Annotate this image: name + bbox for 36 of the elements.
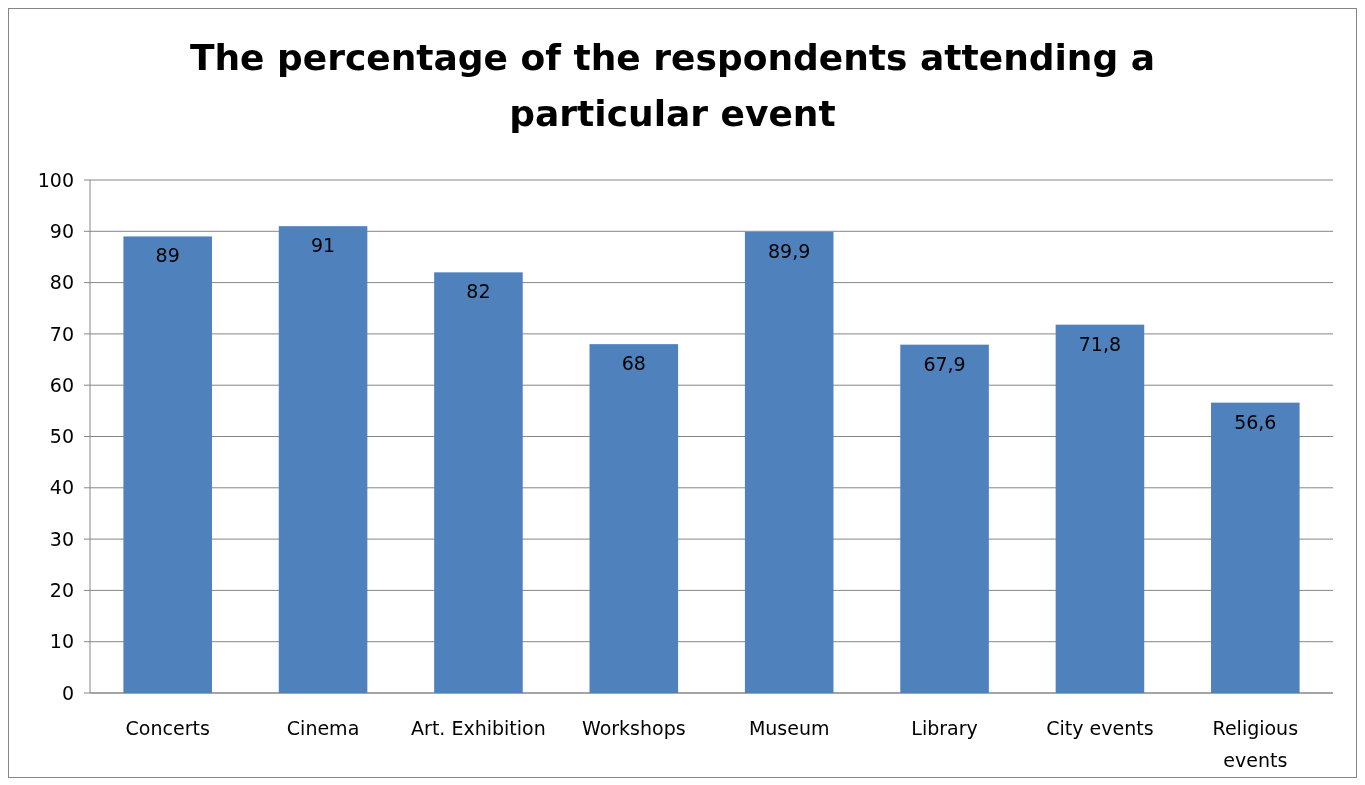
x-tick-label: Cinema xyxy=(286,717,360,739)
y-tick-label: 30 xyxy=(49,527,74,550)
y-tick-label: 60 xyxy=(49,373,74,396)
bar xyxy=(123,236,212,693)
y-tick-label: 0 xyxy=(61,681,74,704)
data-label: 67,9 xyxy=(923,352,966,375)
bar xyxy=(900,344,989,693)
y-tick-label: 20 xyxy=(49,579,74,602)
y-tick-label: 80 xyxy=(49,271,74,294)
y-tick-label: 40 xyxy=(49,476,74,499)
x-tick-label: City events xyxy=(1046,717,1154,739)
bar xyxy=(1055,324,1145,693)
data-label: 89,9 xyxy=(768,239,811,262)
x-tick-label: Library xyxy=(911,717,978,739)
bar xyxy=(434,272,523,693)
y-tick-label: 50 xyxy=(49,425,74,448)
bar xyxy=(1211,402,1300,693)
x-tick-label: Concerts xyxy=(125,717,210,739)
x-tick-label: Workshops xyxy=(581,717,686,739)
data-label: 91 xyxy=(310,234,336,257)
data-label: 68 xyxy=(621,352,646,375)
bar xyxy=(589,344,679,693)
y-tick-label: 90 xyxy=(49,219,74,242)
data-label: 89 xyxy=(155,244,180,267)
bar xyxy=(278,226,368,693)
x-tick-label: Art. Exhibition xyxy=(411,717,546,739)
y-tick-label: 10 xyxy=(49,630,74,653)
data-label: 56,6 xyxy=(1234,410,1277,433)
y-tick-label: 70 xyxy=(49,322,74,345)
data-label: 82 xyxy=(466,280,491,303)
x-tick-label: Religious events xyxy=(1212,717,1299,771)
bar xyxy=(744,231,834,693)
chart-title: The percentage of the respondents attending a particular event xyxy=(189,37,1156,134)
data-label: 71,8 xyxy=(1078,332,1122,355)
y-tick-label: 100 xyxy=(37,168,74,191)
x-tick-label: Museum xyxy=(748,717,830,739)
